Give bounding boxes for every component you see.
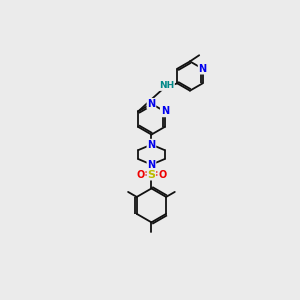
Text: O: O bbox=[158, 169, 166, 180]
Text: NH: NH bbox=[159, 81, 174, 90]
Text: O: O bbox=[136, 169, 145, 180]
Text: N: N bbox=[147, 140, 155, 150]
Text: S: S bbox=[147, 169, 155, 180]
Text: N: N bbox=[161, 106, 169, 116]
Text: N: N bbox=[199, 64, 207, 74]
Text: N: N bbox=[147, 99, 155, 109]
Text: N: N bbox=[147, 160, 155, 170]
